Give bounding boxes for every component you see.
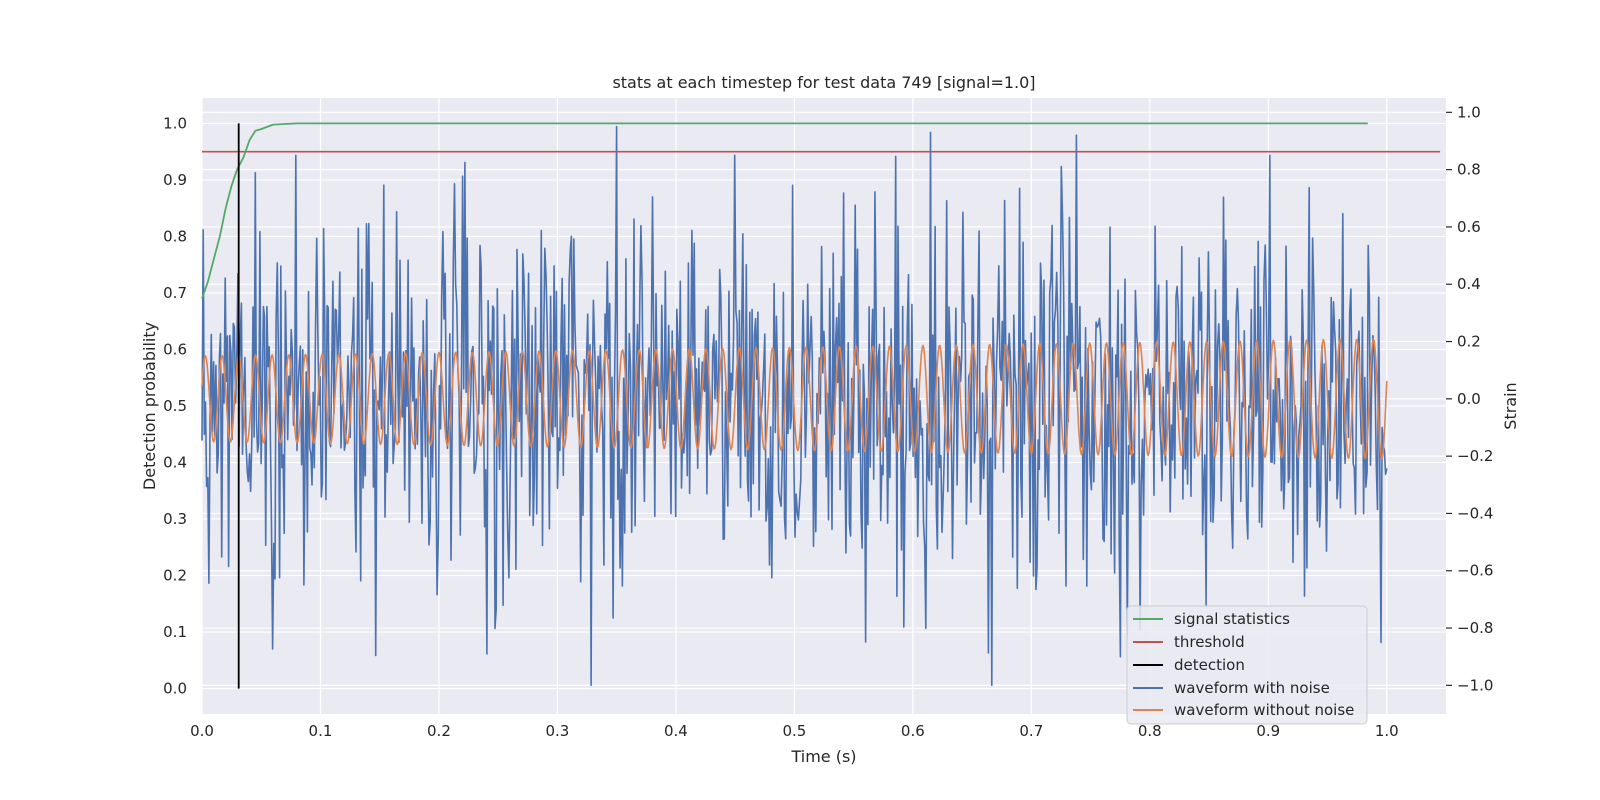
y-tick-label-right: −0.2 — [1457, 447, 1493, 465]
x-tick-label: 0.4 — [664, 722, 688, 740]
y-tick-label-right: −0.4 — [1457, 504, 1493, 522]
y-tick-label-right: 0.8 — [1457, 161, 1481, 179]
x-tick-label: 0.1 — [309, 722, 333, 740]
x-axis-label: Time (s) — [790, 747, 856, 766]
x-tick-label: 0.2 — [427, 722, 451, 740]
y-tick-label-left: 0.3 — [163, 510, 187, 528]
y-tick-label-left: 1.0 — [163, 114, 187, 132]
y-tick-label-right: −0.6 — [1457, 562, 1493, 580]
y-tick-label-left: 0.5 — [163, 397, 187, 415]
ticks: 0.0 0.1 0.2 0.3 0.4 0.5 0.6 0.7 0.8 0.9 1.0 0.0 0.1 0… — [163, 103, 1493, 740]
legend-label-threshold: threshold — [1174, 633, 1245, 651]
legend-box — [1126, 605, 1368, 725]
y-tick-label-right: 0.2 — [1457, 333, 1481, 351]
y-tick-label-right: 1.0 — [1457, 103, 1481, 121]
chart-title: stats at each timestep for test data 749… — [612, 73, 1035, 92]
x-tick-label: 1.0 — [1375, 722, 1399, 740]
y-tick-label-left: 0.9 — [163, 171, 187, 189]
series-signal-statistics — [201, 122, 1368, 299]
legend-label-waveform-with-noise: waveform with noise — [1174, 679, 1330, 697]
x-tick-label: 0.6 — [901, 722, 925, 740]
series-waveform-without-noise — [201, 338, 1388, 460]
x-tick-label: 0.0 — [190, 722, 214, 740]
legend-label-detection: detection — [1174, 656, 1245, 674]
x-tick-label: 0.3 — [545, 722, 569, 740]
y-tick-label-right: 0.6 — [1457, 218, 1481, 236]
y-axis-label-left: Detection probability — [140, 322, 159, 490]
legend-label-waveform-without-noise: waveform without noise — [1174, 701, 1354, 719]
legend: signal statistics threshold detection wa… — [1126, 605, 1368, 725]
y-tick-label-right: 0.0 — [1457, 390, 1481, 408]
y-tick-label-left: 0.2 — [163, 567, 187, 585]
y-axis-label-right: Strain — [1501, 382, 1520, 429]
y-tick-label-left: 0.1 — [163, 623, 187, 641]
y-tick-label-left: 0.0 — [163, 680, 187, 698]
series-waveform-with-noise — [201, 125, 1388, 687]
x-tick-label: 0.5 — [782, 722, 806, 740]
x-tick-label: 0.8 — [1138, 722, 1162, 740]
x-tick-label: 0.7 — [1019, 722, 1043, 740]
y-tick-label-left: 0.4 — [163, 454, 187, 472]
x-tick-label: 0.9 — [1256, 722, 1280, 740]
y-tick-label-left: 0.6 — [163, 340, 187, 358]
legend-label-signal-statistics: signal statistics — [1174, 610, 1290, 628]
y-tick-label-left: 0.8 — [163, 227, 187, 245]
y-tick-label-right: −1.0 — [1457, 676, 1493, 694]
y-tick-label-right: 0.4 — [1457, 275, 1481, 293]
y-tick-label-right: −0.8 — [1457, 619, 1493, 637]
series-layer — [201, 122, 1441, 689]
y-tick-label-left: 0.7 — [163, 284, 187, 302]
